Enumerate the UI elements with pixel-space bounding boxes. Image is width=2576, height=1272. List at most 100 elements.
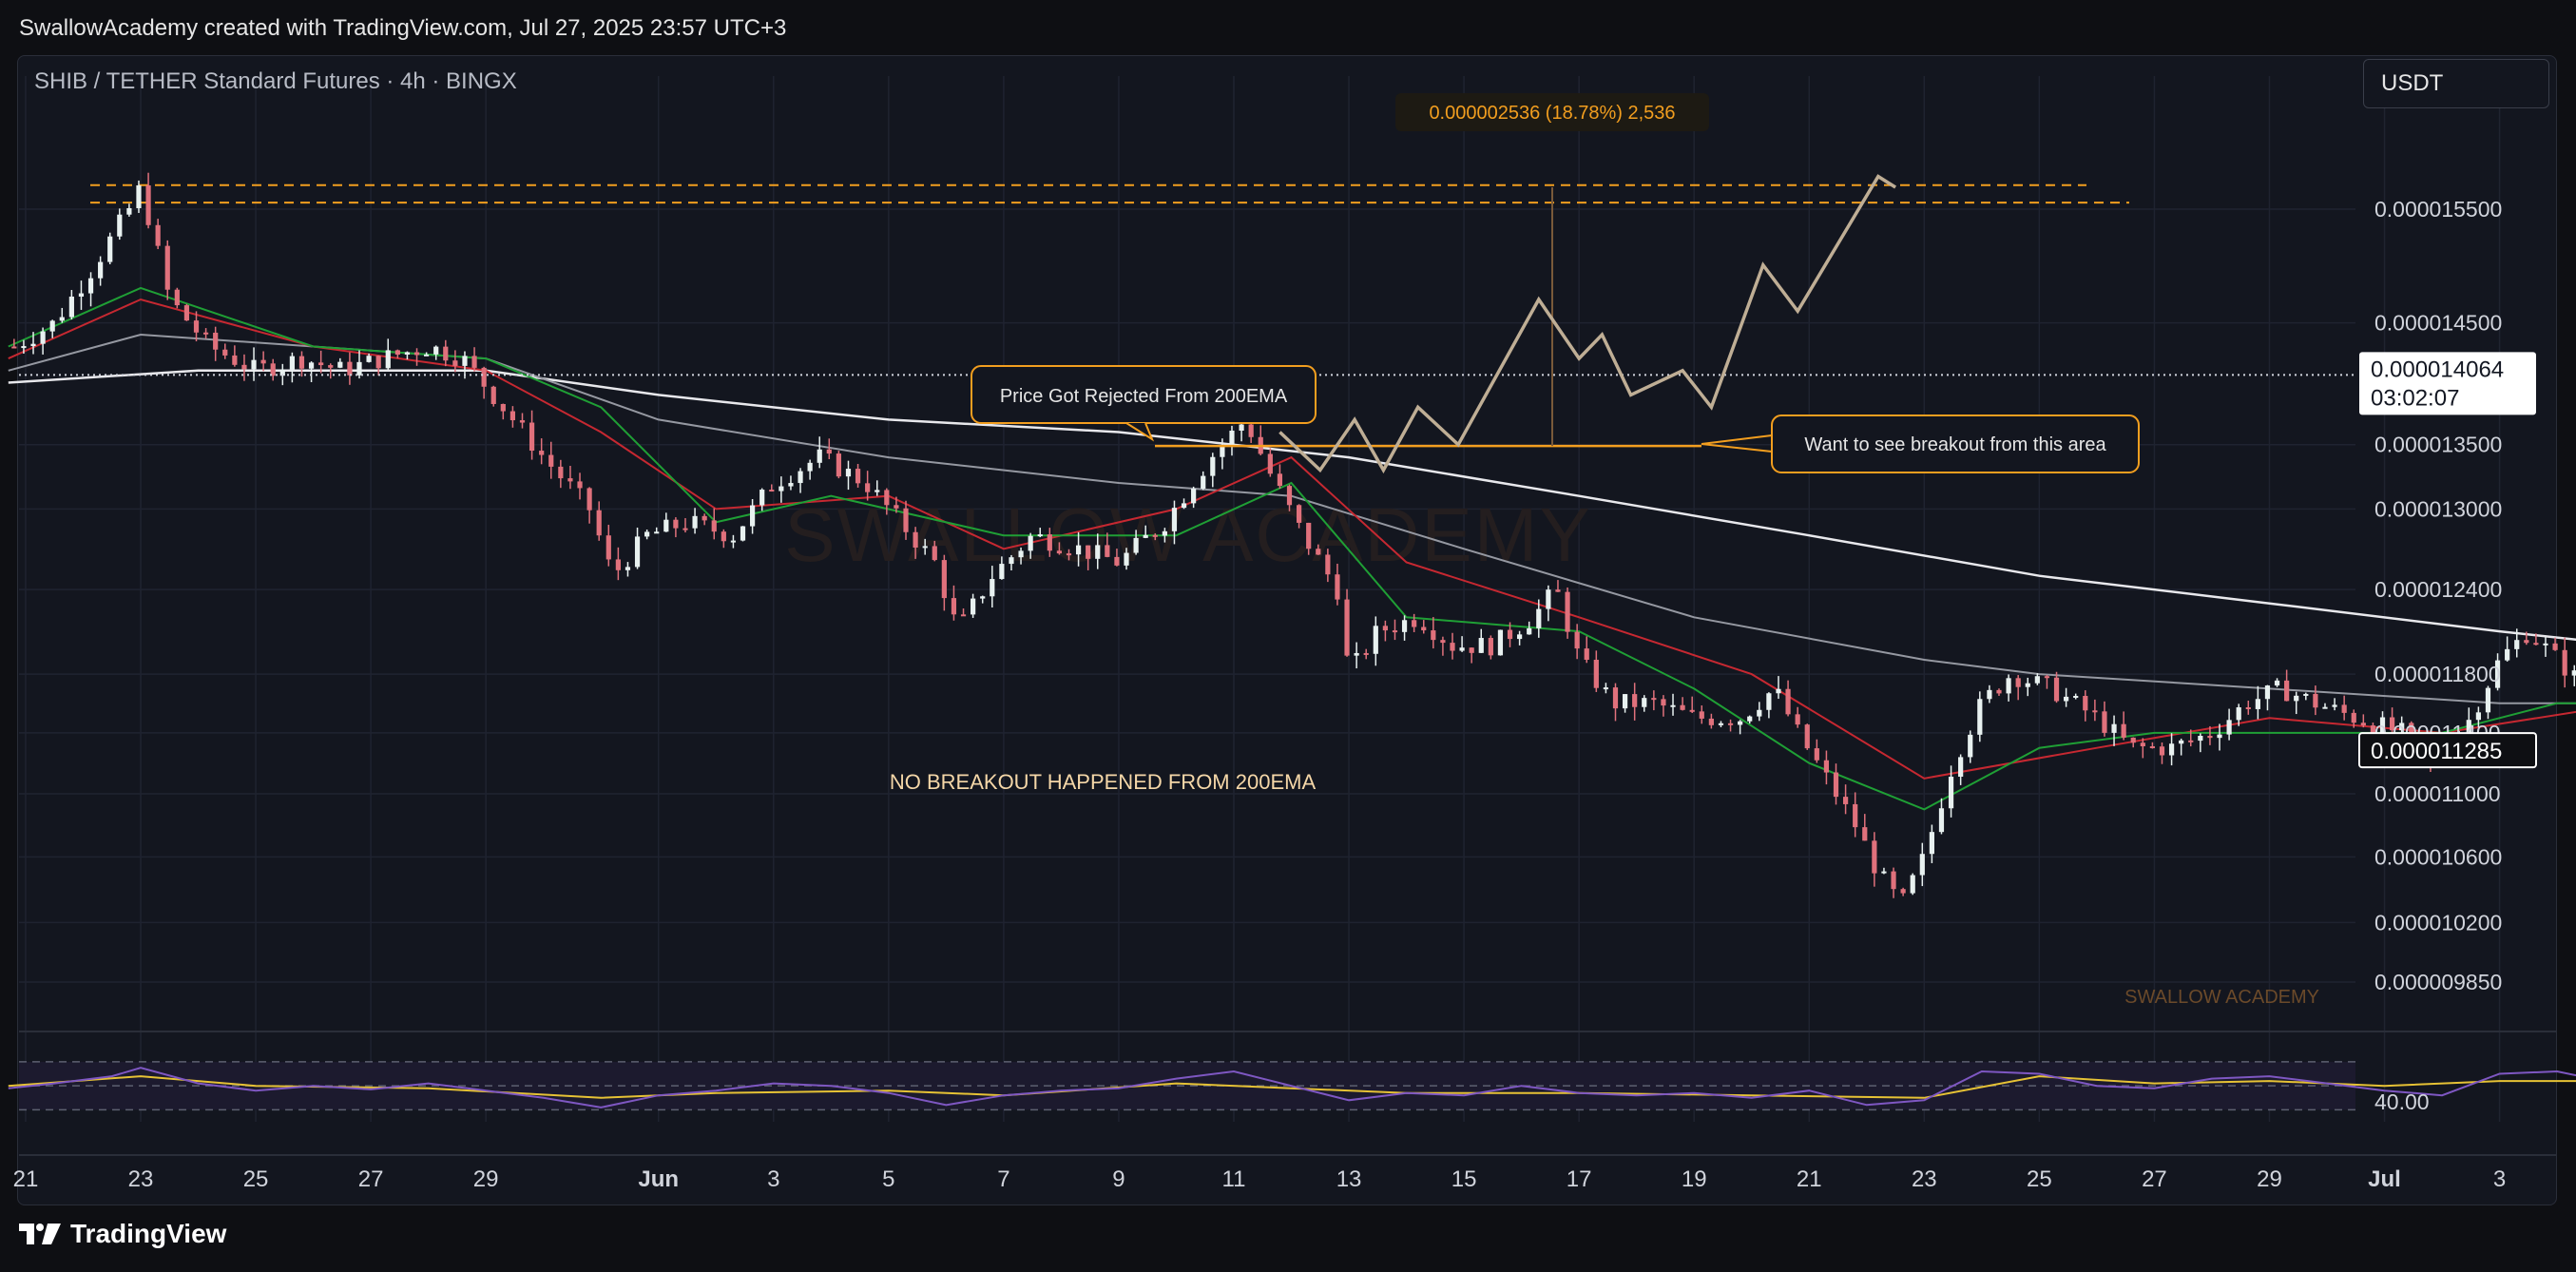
candle [567, 465, 573, 490]
candle [2341, 695, 2347, 721]
candle-body [1738, 721, 1743, 725]
candle-body [413, 352, 420, 356]
candle-body [279, 369, 285, 376]
candle-body [308, 362, 315, 369]
candle-body [951, 598, 957, 615]
candle [913, 527, 918, 559]
candle [1823, 750, 1830, 785]
candle-body [1248, 424, 1254, 437]
time-tick-label: 15 [1451, 1166, 1477, 1192]
breakout-callout-text: Want to see breakout from this area [1804, 434, 2106, 455]
candle-body [1124, 552, 1129, 566]
candle [78, 280, 85, 310]
candle-body [1536, 608, 1542, 628]
candle [788, 475, 794, 491]
candle [711, 508, 717, 540]
price-tick-label: 0.000011800 [2374, 662, 2501, 686]
time-tick-label: 23 [128, 1166, 154, 1192]
candle-body [615, 559, 621, 570]
candle [1210, 453, 1216, 488]
candle-body [1776, 688, 1781, 694]
candle [2198, 733, 2203, 753]
candle-body [702, 515, 707, 521]
candle [500, 403, 506, 420]
candle [1584, 636, 1589, 664]
candle [865, 471, 871, 501]
candle [740, 526, 746, 542]
candle [2006, 674, 2011, 702]
candle [807, 459, 813, 480]
candle-body [375, 356, 381, 369]
candle [1220, 438, 1225, 470]
candle-body [548, 454, 554, 467]
candle [2351, 709, 2356, 728]
candle [117, 208, 123, 241]
candle-body [2284, 680, 2290, 702]
candle-body [2313, 693, 2318, 708]
candle [769, 484, 775, 492]
candle-body [1450, 643, 1455, 651]
candle-body [769, 490, 775, 492]
rsi-ma-line [8, 1075, 2576, 1099]
candle [1842, 784, 1849, 815]
candle [1478, 628, 1484, 653]
candle-body [2198, 736, 2203, 742]
candle [145, 172, 151, 229]
candle [49, 319, 55, 338]
candle-body [1277, 473, 1283, 487]
candle-body [2562, 649, 2567, 676]
candle [759, 488, 765, 511]
candle-body [1872, 840, 1877, 874]
chart-panel[interactable] [17, 55, 2557, 1205]
candle [11, 338, 17, 349]
candle-body [2044, 676, 2050, 679]
candle-body [433, 346, 439, 355]
candle [1344, 588, 1350, 657]
candle-body [1431, 630, 1436, 641]
candle [855, 464, 861, 488]
candle-body [155, 224, 161, 246]
candle-body [1229, 431, 1235, 446]
candle-body [1833, 772, 1839, 798]
time-tick-label: 29 [2257, 1166, 2282, 1192]
candle [663, 512, 669, 532]
candle [328, 363, 334, 379]
candle [1181, 498, 1187, 510]
candle-body [1459, 647, 1465, 651]
candle [625, 562, 631, 577]
candle-body [1239, 424, 1244, 432]
candle-body [385, 350, 391, 369]
candle-body [2130, 737, 2136, 743]
candle-body [40, 331, 46, 344]
candle [1891, 867, 1896, 898]
candle [1431, 617, 1436, 649]
currency-button[interactable]: USDT [2363, 59, 2549, 108]
time-tick-label: Jun [638, 1166, 679, 1192]
tradingview-logo[interactable]: TradingView [19, 1219, 226, 1249]
candle [1133, 530, 1139, 555]
candle-body [2341, 704, 2347, 713]
candle [2083, 690, 2088, 722]
candle [2217, 723, 2222, 751]
candle [1565, 587, 1570, 639]
candle-body [1325, 554, 1331, 575]
candle-body [2179, 740, 2184, 744]
current-price-value: 0.000014064 [2371, 357, 2504, 382]
candle-body [1363, 652, 1369, 655]
candle [971, 593, 976, 618]
candle [1028, 532, 1033, 559]
price-tick-label: 0.000010200 [2374, 910, 2502, 935]
candle-body [424, 354, 430, 357]
candle [922, 538, 928, 555]
candle [2485, 685, 2491, 720]
candle [519, 413, 526, 429]
candle-body [404, 352, 411, 356]
candle-body [213, 332, 219, 350]
candle-body [1143, 534, 1148, 538]
candle [298, 351, 305, 377]
candle [1316, 544, 1321, 555]
candle [1612, 683, 1619, 722]
candle-body [586, 488, 592, 511]
candle [606, 525, 611, 567]
